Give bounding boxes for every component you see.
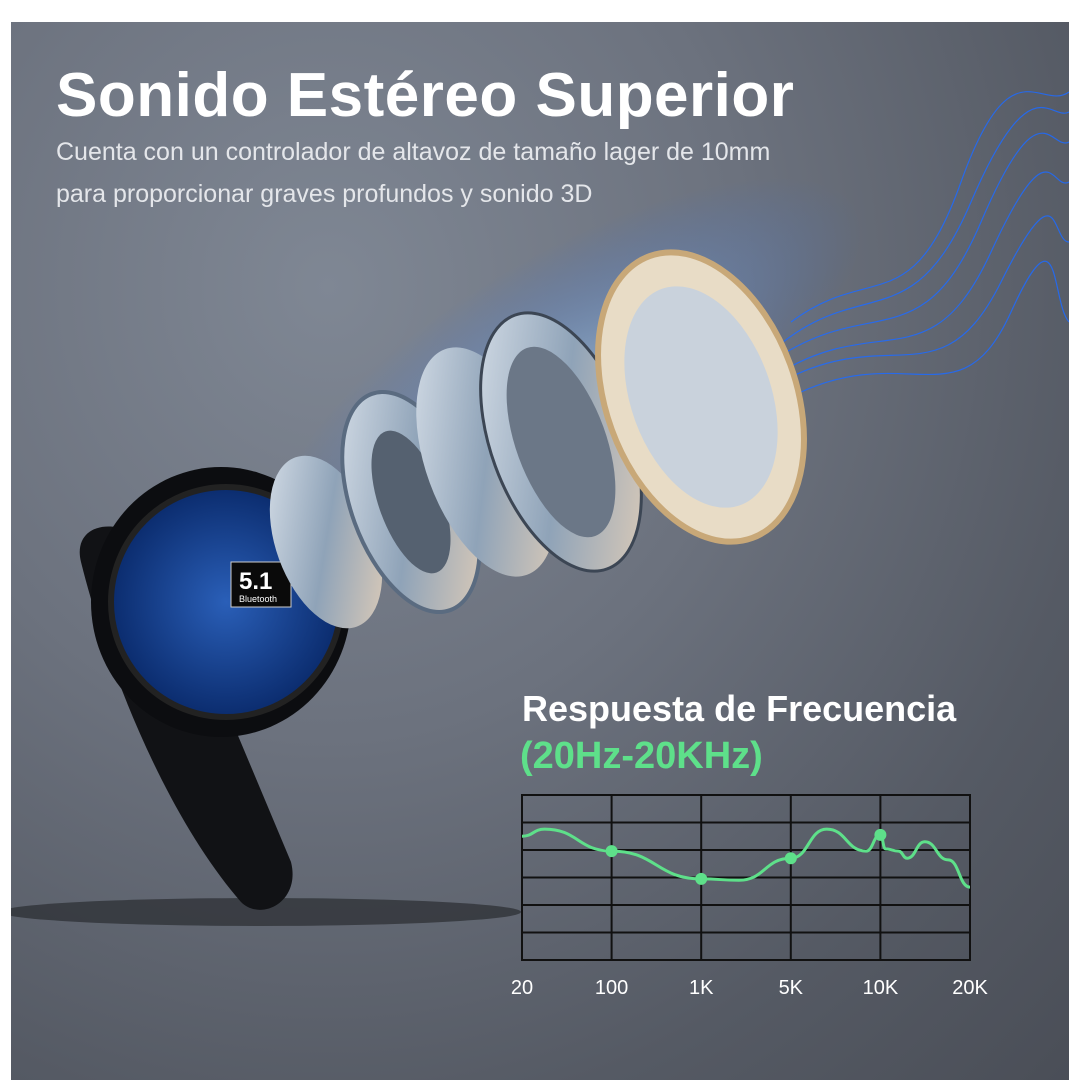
- curve-marker: [695, 872, 708, 885]
- x-tick-label: 5K: [778, 977, 804, 999]
- x-tick-label: 20K: [952, 977, 988, 999]
- chip-sublabel: Bluetooth: [239, 594, 277, 604]
- chart-subtitle: (20Hz-20KHz): [520, 735, 763, 777]
- sound-waves-icon: [770, 91, 1069, 393]
- curve-marker: [874, 828, 887, 841]
- subtitle-line-1: Cuenta con un controlador de altavoz de …: [56, 138, 771, 166]
- shadow: [11, 898, 521, 926]
- driver-components-icon: [269, 249, 807, 629]
- frequency-response-chart: [521, 794, 971, 961]
- curve-marker: [784, 852, 797, 865]
- curve-marker: [605, 845, 618, 858]
- x-tick-label: 100: [594, 977, 629, 999]
- x-tick-label: 20: [510, 977, 534, 999]
- x-tick-label: 10K: [862, 977, 899, 999]
- product-banner: 5.1 Bluetooth Sonido Estéreo Superior Cu…: [11, 22, 1069, 1080]
- earbud-illustration: 5.1 Bluetooth: [11, 91, 1069, 926]
- response-curve: [521, 827, 971, 889]
- page-title: Sonido Estéreo Superior: [56, 61, 795, 130]
- subtitle-line-2: para proporcionar graves profundos y son…: [56, 180, 593, 208]
- x-tick-label: 1K: [688, 977, 714, 999]
- chart-title: Respuesta de Frecuencia: [522, 688, 957, 729]
- chip-label: 5.1: [239, 568, 272, 595]
